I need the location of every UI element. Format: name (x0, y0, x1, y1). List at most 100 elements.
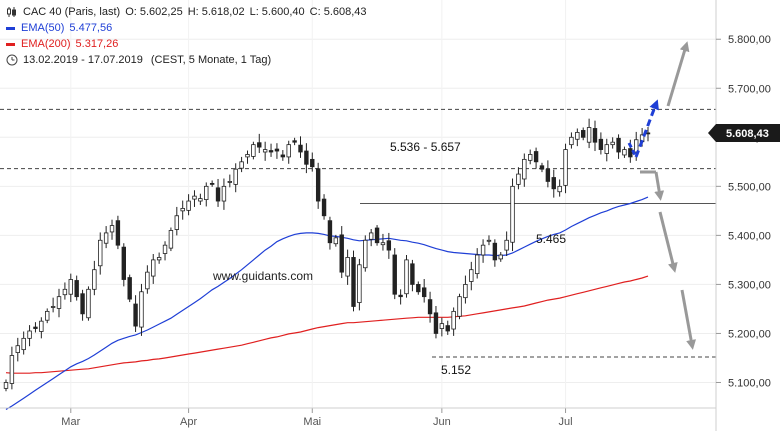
candle (504, 231, 509, 256)
x-tick-label: Apr (180, 416, 197, 428)
grey-down-arrow-seg4 (680, 289, 697, 350)
candle-body (327, 220, 333, 244)
candle-body (445, 325, 450, 332)
candle-body (68, 279, 73, 295)
x-tick-label: Mar (61, 416, 80, 428)
candle-body (227, 181, 233, 183)
candle (33, 322, 38, 333)
candle-body (257, 142, 262, 148)
legend-open: O: 5.602,25 (125, 6, 183, 18)
candle (251, 141, 256, 160)
candle-body (533, 151, 539, 163)
candle-body (92, 269, 97, 290)
legend-high: H: 5.618,02 (187, 6, 245, 18)
candle (15, 337, 20, 362)
candle-body (3, 382, 9, 389)
candle (115, 215, 121, 250)
candle-body (504, 239, 509, 251)
candle (74, 275, 79, 301)
y-tick-label: 5.700,00 (728, 83, 771, 95)
candle (274, 143, 280, 159)
legend-date-range: 13.02.2019 - 17.07.2019 (23, 54, 143, 66)
candle (404, 254, 409, 298)
candle-body (357, 264, 362, 303)
candle (292, 137, 297, 146)
candle-body (486, 239, 492, 242)
level-lines (0, 108, 716, 358)
candle-body (474, 254, 480, 275)
candle-body (33, 326, 38, 329)
ema50-line (5, 196, 649, 411)
candle (498, 252, 503, 262)
candle (168, 227, 174, 252)
candle-body (557, 185, 562, 193)
candle-body (180, 208, 185, 212)
candle (333, 234, 339, 247)
candle-body (139, 291, 144, 328)
candle-body (21, 337, 26, 351)
candle (604, 138, 609, 162)
candle (416, 281, 421, 295)
candle (557, 179, 562, 197)
candle-body (50, 306, 56, 308)
candle-body (604, 144, 609, 154)
candle-body (457, 296, 462, 317)
candle-body (39, 320, 44, 332)
candle-body (351, 257, 356, 307)
candle (268, 143, 274, 157)
candle-body (592, 128, 598, 143)
candle (492, 239, 498, 267)
blue-up-arrow-start (627, 142, 638, 158)
candle (98, 232, 103, 275)
candle-body (127, 277, 132, 300)
candle-body (268, 150, 274, 153)
candle-body (421, 287, 427, 298)
candle-body (528, 154, 533, 161)
legend-instrument: CAC 40 (Paris, last) (23, 6, 121, 18)
candle-body (262, 149, 268, 153)
candle-body (498, 254, 503, 260)
candle (298, 136, 303, 158)
candle (451, 307, 456, 336)
candle (351, 250, 356, 312)
candle-body (145, 271, 150, 290)
candle (139, 283, 144, 336)
candle-body (598, 138, 604, 150)
candle (233, 163, 238, 193)
candle (380, 233, 386, 251)
legend-ema200-label: EMA(200) (21, 38, 71, 50)
candle-body (168, 230, 174, 249)
grey-down-arrow-seg3 (658, 211, 678, 273)
candle-body (233, 168, 238, 185)
y-tick-label: 5.300,00 (728, 279, 771, 291)
candle-body (569, 136, 574, 146)
candle-body (109, 225, 115, 233)
candle-body (162, 244, 168, 254)
candle (315, 162, 321, 209)
legend-range-note: (CEST, 5 Monate, 1 Tag) (150, 54, 272, 66)
candle-body (380, 242, 386, 246)
candle-body (416, 284, 421, 293)
candle (174, 206, 180, 236)
candle (398, 289, 403, 305)
candle-body (280, 154, 286, 158)
candle-body (192, 195, 197, 200)
annotation-low: 5.152 (441, 363, 471, 377)
candle-body (56, 296, 62, 309)
candle (103, 226, 109, 249)
candle (439, 317, 445, 337)
candle (198, 193, 203, 205)
candle (310, 152, 315, 172)
candle-body (463, 284, 468, 299)
candle (522, 153, 527, 187)
legend-low: L: 5.600,40 (249, 6, 305, 18)
candle (215, 178, 221, 207)
last-price-label: 5.608,43 (726, 128, 769, 140)
candle (616, 134, 621, 159)
annotation-resistance-zone: 5.536 - 5.657 (390, 140, 461, 154)
candle-body (215, 187, 221, 202)
candle (386, 232, 392, 259)
candle-body (492, 242, 498, 261)
legend-ema50-row: EMA(50) 5.477,56 (6, 20, 367, 36)
legend-ema50-label: EMA(50) (21, 22, 65, 34)
